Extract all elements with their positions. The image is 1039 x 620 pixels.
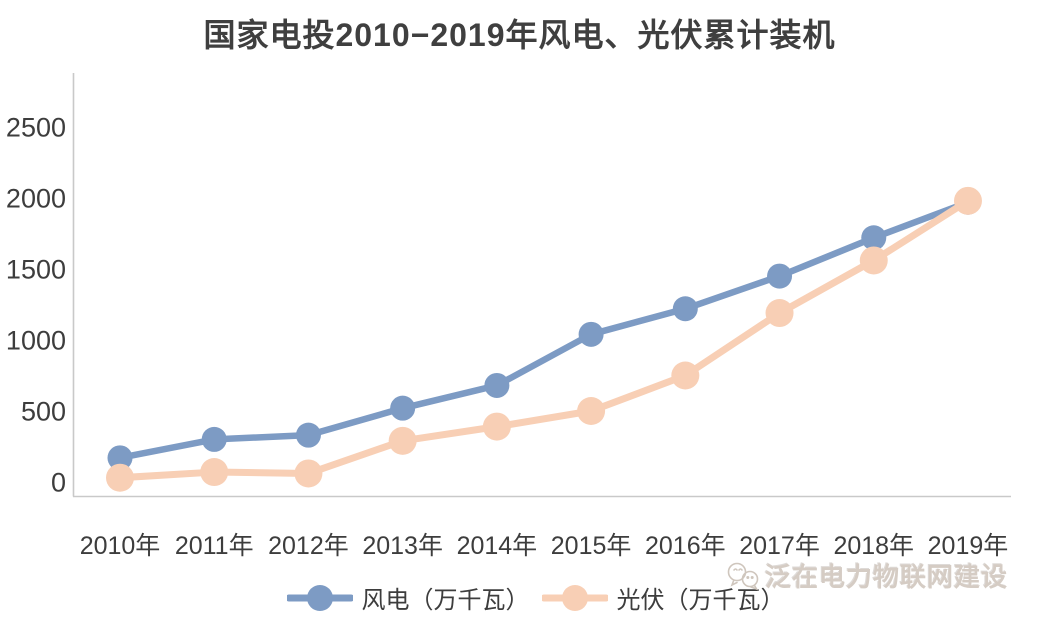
legend-item: 光伏（万千瓦） xyxy=(541,580,785,615)
chart-title: 国家电投2010−2019年风电、光伏累计装机 xyxy=(203,17,836,53)
y-tick-label: 500 xyxy=(21,397,66,427)
data-point xyxy=(672,296,698,322)
legend-label: 风电（万千瓦） xyxy=(361,587,530,614)
x-tick-label: 2012年 xyxy=(268,532,349,560)
x-tick-label: 2016年 xyxy=(645,532,726,560)
legend-dot xyxy=(561,584,588,611)
data-point xyxy=(953,186,982,215)
legend-label: 光伏（万千瓦） xyxy=(616,587,785,614)
y-tick-label: 1500 xyxy=(6,255,66,285)
data-point xyxy=(295,422,321,448)
data-point xyxy=(390,395,416,421)
data-point xyxy=(765,299,794,328)
x-tick-label: 2019年 xyxy=(928,532,1009,560)
y-tick-label: 2000 xyxy=(6,184,66,214)
series-line xyxy=(116,199,972,462)
data-point xyxy=(578,321,604,347)
legend-item: 风电（万千瓦） xyxy=(286,580,530,615)
x-tick-label: 2013年 xyxy=(362,532,443,560)
x-tick-label: 2014年 xyxy=(457,532,538,560)
x-tick-label: 2017年 xyxy=(739,532,820,560)
y-tick-label: 1000 xyxy=(6,326,66,356)
legend-marker xyxy=(541,584,608,611)
y-tick-label: 0 xyxy=(51,468,66,498)
data-point xyxy=(577,397,606,425)
legend: 风电（万千瓦） 光伏（万千瓦） xyxy=(16,580,1039,615)
data-point xyxy=(482,412,511,441)
data-point xyxy=(484,372,510,398)
data-point xyxy=(107,445,133,471)
x-tick-label: 2011年 xyxy=(175,532,254,560)
data-point xyxy=(106,463,134,492)
legend-marker xyxy=(286,584,353,611)
x-tick-label: 2018年 xyxy=(833,532,914,560)
data-point xyxy=(861,225,887,251)
series-line xyxy=(116,197,972,482)
data-point xyxy=(201,426,227,452)
x-tick-label: 2010年 xyxy=(80,532,161,560)
data-point xyxy=(294,459,323,488)
data-point xyxy=(767,263,793,289)
x-tick-label: 2015年 xyxy=(551,532,632,560)
data-point xyxy=(859,246,888,275)
y-tick-label: 2500 xyxy=(6,113,66,143)
legend-dot xyxy=(306,584,333,611)
data-point xyxy=(671,361,700,390)
data-point xyxy=(200,458,229,487)
data-point xyxy=(388,426,417,455)
